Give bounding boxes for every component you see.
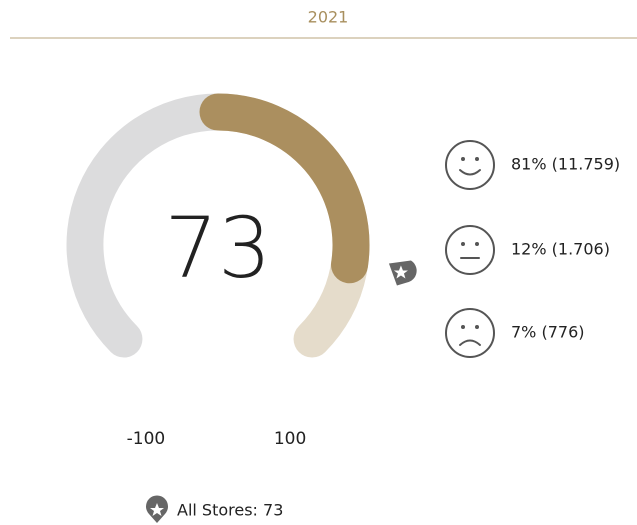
range-label: -100 bbox=[127, 429, 166, 449]
face-mouth bbox=[459, 169, 481, 176]
face-circle bbox=[445, 225, 495, 275]
score-arc bbox=[199, 93, 370, 284]
face-eye bbox=[461, 242, 465, 246]
breakdown-label: 12% (1.706) bbox=[511, 240, 610, 259]
face-circle bbox=[445, 308, 495, 358]
face-mouth bbox=[459, 339, 481, 346]
track-negative bbox=[66, 93, 237, 358]
range-label: 100 bbox=[274, 429, 306, 449]
score-value: 73 bbox=[165, 199, 272, 297]
face-eye bbox=[475, 157, 479, 161]
breakdown-label: 81% (11.759) bbox=[511, 155, 620, 174]
face-icons bbox=[445, 140, 495, 358]
year-title: 2021 bbox=[308, 8, 349, 27]
benchmark-icon bbox=[146, 495, 168, 523]
face-eye bbox=[461, 325, 465, 329]
face-circle bbox=[445, 140, 495, 190]
face-eye bbox=[475, 242, 479, 246]
breakdown-label: 7% (776) bbox=[511, 323, 585, 342]
benchmark-star bbox=[393, 265, 408, 279]
face-eye bbox=[475, 325, 479, 329]
face-eye bbox=[461, 157, 465, 161]
benchmark-marker bbox=[388, 260, 417, 286]
benchmark-label: All Stores: 73 bbox=[177, 501, 283, 520]
